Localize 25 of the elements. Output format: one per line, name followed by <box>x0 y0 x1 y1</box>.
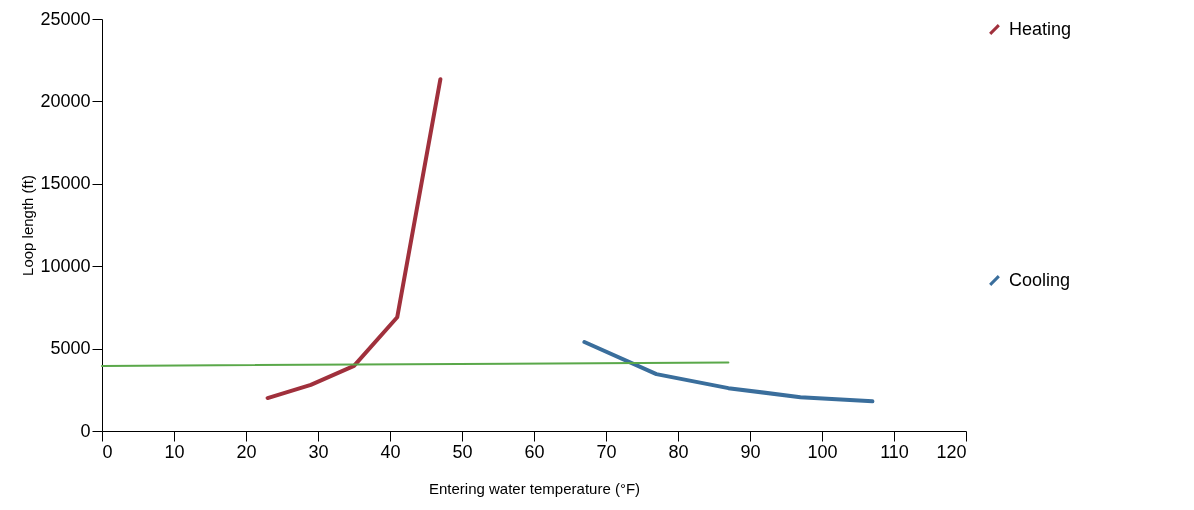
x-tick-label: 50 <box>452 441 473 462</box>
x-tick-label: 120 <box>936 441 967 462</box>
y-tick-label: 10000 <box>40 255 91 276</box>
y-tick-label: 0 <box>80 420 91 441</box>
y-axis-title: Loop length (ft) <box>19 175 37 276</box>
y-tick-label: 25000 <box>40 8 91 29</box>
x-tick-label: 60 <box>524 441 545 462</box>
legend-label: Heating <box>1009 18 1072 39</box>
x-tick-label: 30 <box>308 441 329 462</box>
x-tick-label: 0 <box>102 441 113 462</box>
x-tick-label: 40 <box>380 441 401 462</box>
x-tick-label: 80 <box>668 441 689 462</box>
x-tick-label: 100 <box>807 441 838 462</box>
x-tick-label: 20 <box>236 441 257 462</box>
line-series <box>265 77 443 401</box>
x-tick-label: 70 <box>596 441 617 462</box>
x-tick-label: 110 <box>880 441 909 462</box>
y-tick-label: 15000 <box>40 173 91 194</box>
legend-label: Cooling <box>1009 269 1071 290</box>
y-tick-label: 20000 <box>40 90 91 111</box>
x-axis-title: Entering water temperature (°F) <box>428 479 641 497</box>
x-tick-label: 90 <box>740 441 761 462</box>
y-tick-label: 5000 <box>50 338 91 359</box>
line-series <box>582 340 875 404</box>
x-tick-label: 10 <box>164 441 185 462</box>
